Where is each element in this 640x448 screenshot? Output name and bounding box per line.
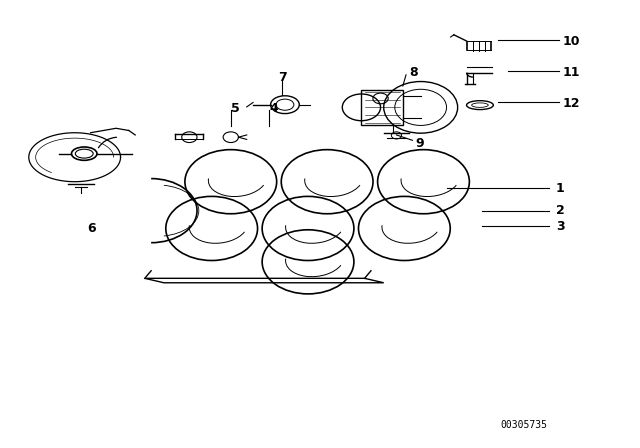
Text: 9: 9 — [415, 138, 424, 151]
Text: 2: 2 — [556, 204, 564, 217]
Text: 6: 6 — [88, 222, 96, 235]
Text: 3: 3 — [556, 220, 564, 233]
Text: 1: 1 — [556, 182, 564, 195]
Text: 4: 4 — [269, 102, 278, 115]
Text: 00305735: 00305735 — [500, 420, 547, 430]
Text: 12: 12 — [562, 97, 580, 110]
Text: 10: 10 — [562, 35, 580, 48]
Text: 7: 7 — [278, 71, 287, 84]
Text: 11: 11 — [562, 66, 580, 79]
Text: 5: 5 — [231, 102, 239, 115]
Text: 8: 8 — [409, 66, 418, 79]
